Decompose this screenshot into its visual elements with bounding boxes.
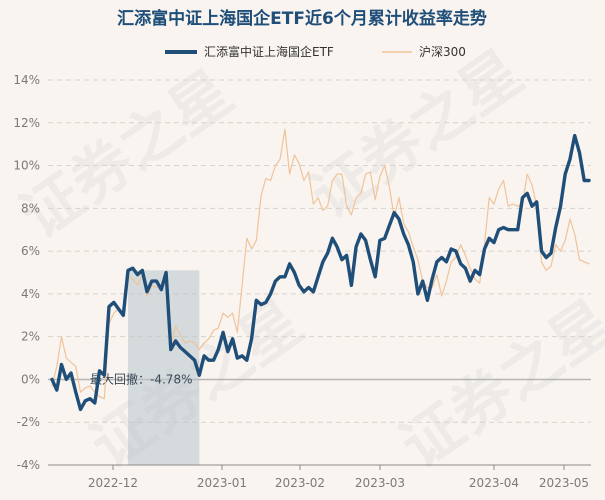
x-tick-label: 2023-05 (539, 476, 589, 490)
y-tick-label: 6% (21, 244, 40, 258)
y-tick-label: -4% (17, 458, 40, 472)
y-tick-label: 2% (21, 330, 40, 344)
axes: 14% 12% 10% 8% 6% 4% 2% 0% -2% -4% 2022-12 2023-01 2… (13, 73, 591, 490)
watermark: 证券之星 证券之星 证券之星 证券之星 (8, 37, 605, 482)
x-tick-label: 2023-02 (275, 476, 325, 490)
y-tick-label: 12% (13, 116, 40, 130)
watermark-text: 证券之星 (8, 57, 245, 252)
y-tick-label: 4% (21, 287, 40, 301)
x-tick-label: 2023-04 (469, 476, 519, 490)
max-drawdown-shade (128, 270, 200, 465)
y-tick-label: 8% (21, 201, 40, 215)
x-tick-label: 2023-03 (355, 476, 405, 490)
series (50, 128, 591, 412)
x-tick-label: 2022-12 (88, 476, 138, 490)
series-line-csi300 (51, 128, 590, 400)
y-tick-label: -2% (17, 415, 40, 429)
legend-label-csi300: 沪深300 (419, 45, 466, 59)
max-drawdown-label: 最大回撤：-4.78% (90, 372, 192, 387)
max-drawdown-region: 最大回撤：-4.78% (90, 270, 200, 465)
y-tick-label: 0% (21, 372, 40, 386)
series-line-etf (50, 133, 591, 412)
watermark-text: 证券之星 (388, 287, 605, 482)
y-tick-label: 14% (13, 73, 40, 87)
watermark-text: 证券之星 (298, 37, 535, 232)
y-tick-label: 10% (13, 159, 40, 173)
legend: 汇添富中证上海国企ETF 沪深300 (165, 44, 466, 59)
chart-title: 汇添富中证上海国企ETF近6个月累计收益率走势 (117, 8, 487, 29)
x-tick-label: 2023-01 (197, 476, 247, 490)
legend-label-etf: 汇添富中证上海国企ETF (204, 44, 334, 59)
